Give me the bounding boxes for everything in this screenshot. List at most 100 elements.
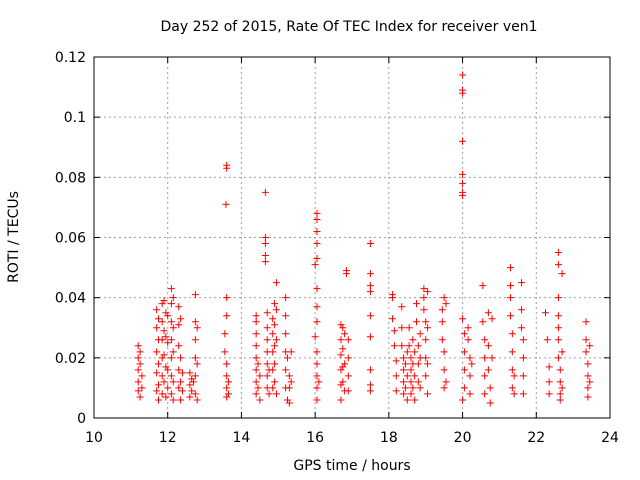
data-point	[459, 191, 467, 199]
data-point	[160, 297, 168, 305]
data-point	[337, 381, 345, 389]
data-point	[188, 387, 196, 395]
data-point	[390, 327, 398, 335]
data-point	[169, 294, 177, 302]
data-point	[484, 309, 492, 317]
data-point	[313, 303, 321, 311]
x-tick-label: 16	[306, 430, 324, 446]
data-point	[409, 336, 417, 344]
data-point	[424, 390, 432, 398]
data-point	[311, 261, 319, 269]
data-point	[175, 321, 183, 329]
data-point	[558, 348, 566, 356]
data-point	[488, 354, 496, 362]
data-point	[405, 324, 413, 332]
data-point	[366, 282, 374, 290]
data-point	[366, 381, 374, 389]
data-point	[285, 372, 293, 380]
data-point	[440, 366, 448, 374]
x-tick-label: 12	[159, 430, 177, 446]
data-point	[175, 342, 183, 350]
grid-lines	[94, 57, 610, 418]
data-point	[398, 342, 406, 350]
data-point	[155, 381, 162, 389]
data-point	[261, 240, 269, 248]
x-tick-label: 20	[454, 430, 472, 446]
data-point	[400, 378, 408, 386]
data-point	[403, 396, 411, 404]
data-point	[440, 384, 448, 392]
data-point	[407, 354, 415, 362]
data-point	[252, 342, 260, 350]
data-point	[438, 336, 446, 344]
data-point	[153, 348, 161, 356]
data-point	[158, 336, 166, 344]
plot-frame	[93, 56, 611, 419]
chart-title: Day 252 of 2015, Rate Of TEC Index for r…	[160, 19, 537, 35]
data-point	[484, 366, 492, 374]
data-point	[313, 396, 321, 404]
data-point	[313, 318, 321, 326]
data-point	[558, 384, 566, 392]
data-point	[400, 390, 408, 398]
data-point	[222, 200, 230, 208]
data-point	[313, 255, 321, 263]
data-point	[440, 294, 448, 302]
data-point	[138, 372, 146, 380]
axis-ticks: 10 12 14 16 18 20 22 24 0 0.02 0.04 0.06 0.08 0.1 0.12	[55, 50, 619, 446]
data-point	[337, 336, 345, 344]
data-point	[344, 387, 352, 395]
data-point	[175, 366, 183, 374]
data-point	[191, 354, 199, 362]
data-point	[263, 309, 271, 317]
data-point	[136, 393, 144, 401]
data-point	[400, 366, 408, 374]
data-point	[518, 279, 526, 287]
data-point	[506, 294, 514, 302]
y-tick-label: 0.12	[55, 50, 86, 66]
data-point	[398, 303, 406, 311]
data-point	[459, 170, 467, 178]
data-point	[460, 384, 468, 392]
data-point	[169, 324, 177, 332]
data-point	[518, 324, 526, 332]
data-point	[271, 342, 279, 350]
data-point	[178, 369, 186, 377]
data-point	[134, 366, 142, 374]
x-tick-label: 22	[527, 430, 545, 446]
data-point	[158, 318, 166, 326]
data-point	[164, 312, 172, 320]
data-point	[556, 396, 564, 404]
data-point	[155, 396, 162, 404]
data-point	[481, 390, 489, 398]
data-point	[584, 393, 592, 401]
data-point	[158, 372, 166, 380]
data-point	[422, 354, 430, 362]
data-point	[153, 369, 161, 377]
x-tick-label: 24	[601, 430, 619, 446]
data-point	[254, 384, 262, 392]
data-point	[460, 366, 468, 374]
data-point	[556, 366, 564, 374]
data-point	[460, 348, 468, 356]
data-point	[508, 366, 516, 374]
data-point	[558, 270, 566, 278]
data-point	[313, 209, 321, 217]
data-point	[484, 342, 492, 350]
data-point	[440, 348, 448, 356]
data-point	[403, 372, 411, 380]
data-point	[225, 390, 233, 398]
data-point	[459, 315, 467, 323]
data-point	[554, 336, 562, 344]
data-point	[223, 360, 231, 368]
data-point	[344, 354, 352, 362]
data-point	[136, 348, 144, 356]
data-point	[313, 285, 321, 293]
data-point	[403, 348, 411, 356]
data-point	[155, 315, 162, 323]
data-point	[177, 354, 185, 362]
data-point	[508, 330, 516, 338]
data-point	[518, 306, 526, 314]
data-point	[282, 312, 290, 320]
data-point	[407, 390, 415, 398]
